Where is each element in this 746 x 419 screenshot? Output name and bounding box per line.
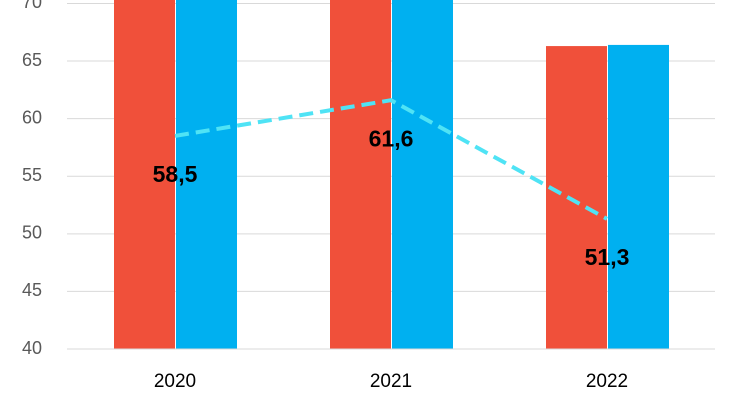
y-tick-label: 70	[22, 0, 42, 12]
y-tick-label: 50	[22, 223, 42, 243]
y-tick-label: 65	[22, 50, 42, 70]
y-tick-label: 45	[22, 280, 42, 300]
x-tick-label: 2020	[154, 371, 196, 392]
plot-area	[114, 0, 669, 349]
data-label: 58,5	[153, 161, 198, 187]
bar	[392, 0, 453, 349]
bar	[176, 0, 237, 349]
y-tick-label: 40	[22, 338, 42, 358]
line	[174, 98, 608, 221]
bar	[114, 0, 175, 349]
x-tick-label: 2022	[586, 371, 628, 392]
bar	[330, 0, 391, 349]
y-tick-label: 55	[22, 165, 42, 185]
y-tick-label: 60	[22, 107, 42, 127]
x-tick-label: 2021	[370, 371, 412, 392]
data-label: 51,3	[585, 244, 630, 270]
data-label: 61,6	[369, 125, 414, 151]
bar	[608, 44, 669, 349]
bar	[546, 46, 607, 349]
